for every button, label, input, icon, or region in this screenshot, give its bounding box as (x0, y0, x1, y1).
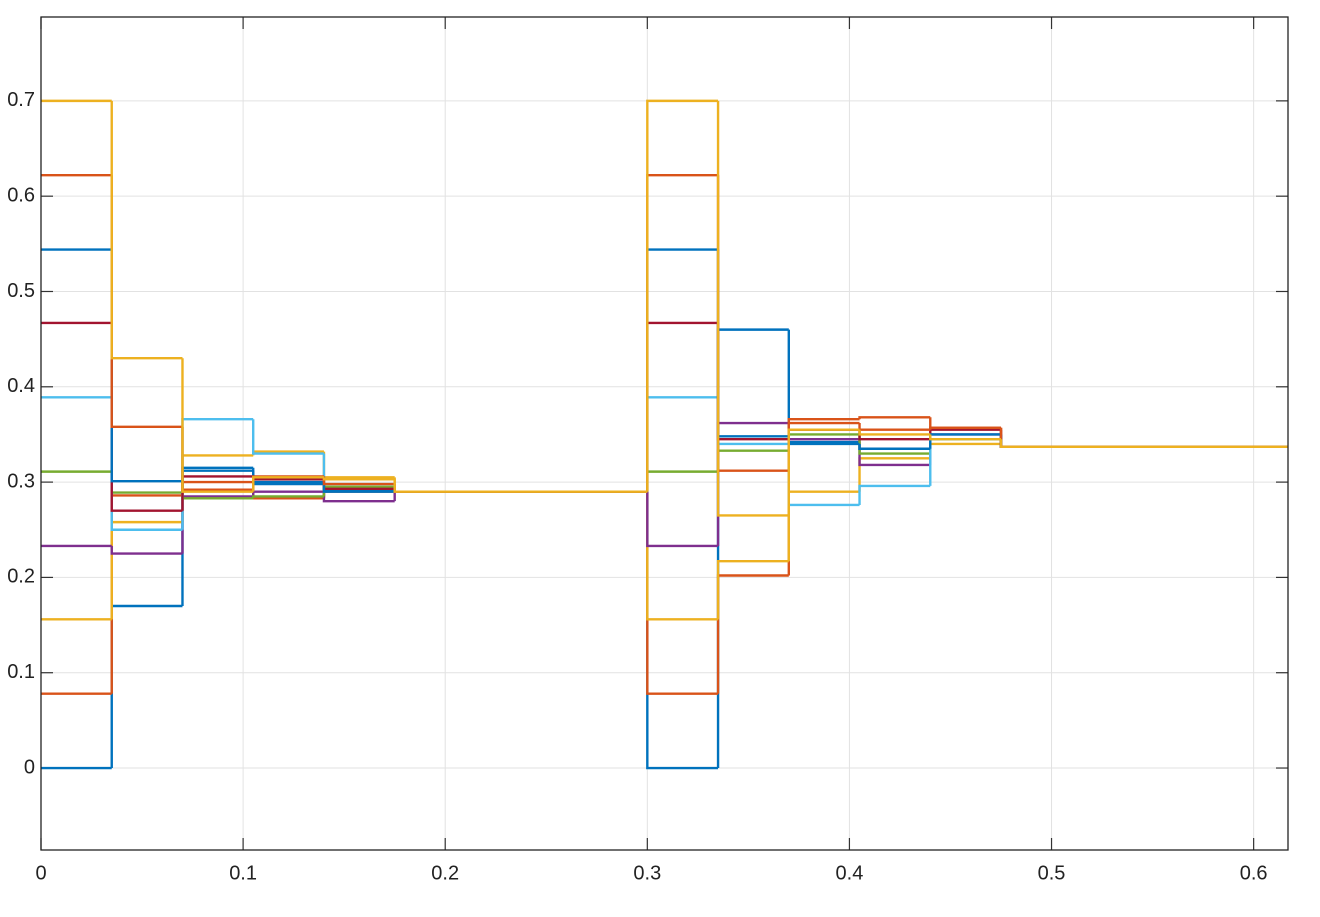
step-segment (646, 396, 719, 492)
step-segment (929, 434, 1002, 441)
y-tick-label: 0.2 (7, 566, 35, 588)
step-segment (858, 484, 931, 505)
y-tick-label: 0.1 (7, 661, 35, 683)
step-segment (787, 329, 860, 444)
step-segment (929, 442, 1002, 459)
y-tick-label: 0.3 (7, 470, 35, 492)
step-segment (787, 428, 860, 516)
step-segment (646, 248, 719, 492)
step-segment (999, 427, 1288, 449)
step-segment (999, 434, 1288, 449)
step-segment (929, 417, 1002, 429)
step-segment (858, 434, 931, 455)
step-segment (716, 328, 789, 769)
step-segment (787, 443, 860, 507)
step-segment (929, 426, 1002, 430)
step-segment (322, 477, 395, 481)
step-segment (999, 434, 1288, 449)
step-segment (322, 451, 395, 479)
step-segment (393, 490, 648, 502)
step-segment (110, 175, 183, 429)
plot-frame (40, 16, 1289, 851)
x-tick-label: 0.6 (1240, 862, 1268, 884)
step-segment (181, 495, 254, 554)
step-segment (646, 99, 719, 492)
step-segment (393, 479, 648, 493)
step-segment (646, 491, 719, 770)
step-segment (716, 249, 789, 438)
step-segment (393, 477, 648, 493)
x-tick-label: 0 (35, 862, 46, 884)
step-segment (716, 100, 789, 517)
step-segment (929, 433, 1002, 449)
step-segment (858, 439, 931, 467)
step-segment (787, 423, 860, 441)
step-segment (322, 484, 395, 493)
x-tick-label: 0.3 (633, 862, 661, 884)
step-segment (252, 476, 324, 492)
step-segment (252, 419, 324, 455)
y-tick-label: 0.5 (7, 280, 35, 302)
step-segment (181, 358, 254, 493)
step-segment (716, 322, 789, 441)
step-segment (858, 443, 931, 450)
x-tick-label: 0.2 (431, 862, 459, 884)
step-segment (181, 418, 254, 530)
step-segment (110, 520, 183, 620)
step-segment (646, 491, 719, 621)
step-segment (716, 421, 789, 546)
step-segment (110, 100, 183, 360)
step-segment (858, 416, 931, 420)
step-segment (646, 491, 719, 548)
step-segment (646, 174, 719, 492)
step-segment (787, 490, 860, 562)
step-segment (999, 429, 1288, 449)
step-segment (110, 604, 183, 769)
step-segment (716, 560, 789, 620)
step-segment (999, 439, 1288, 449)
step-segment (716, 175, 789, 472)
step-segment (646, 491, 719, 695)
step-segment (858, 423, 931, 431)
step-segment (110, 545, 183, 555)
step-segment (716, 574, 789, 694)
step-segment (716, 449, 789, 472)
step-segment (999, 427, 1288, 449)
step-segment (929, 438, 1002, 454)
y-tick-label: 0 (24, 756, 35, 778)
step-segment (252, 495, 324, 499)
step-segment (110, 494, 183, 694)
x-tick-label: 0.1 (229, 862, 257, 884)
step-segment (929, 438, 1002, 486)
y-tick-label: 0.7 (7, 89, 35, 111)
y-tick-label: 0.4 (7, 375, 35, 397)
step-segment (646, 321, 719, 492)
step-segment (858, 429, 931, 436)
step-segment (322, 491, 395, 503)
step-segment (110, 249, 183, 483)
x-tick-label: 0.5 (1038, 862, 1066, 884)
y-tick-label: 0.6 (7, 184, 35, 206)
step-segment (181, 426, 254, 491)
x-tick-label: 0.4 (836, 862, 864, 884)
